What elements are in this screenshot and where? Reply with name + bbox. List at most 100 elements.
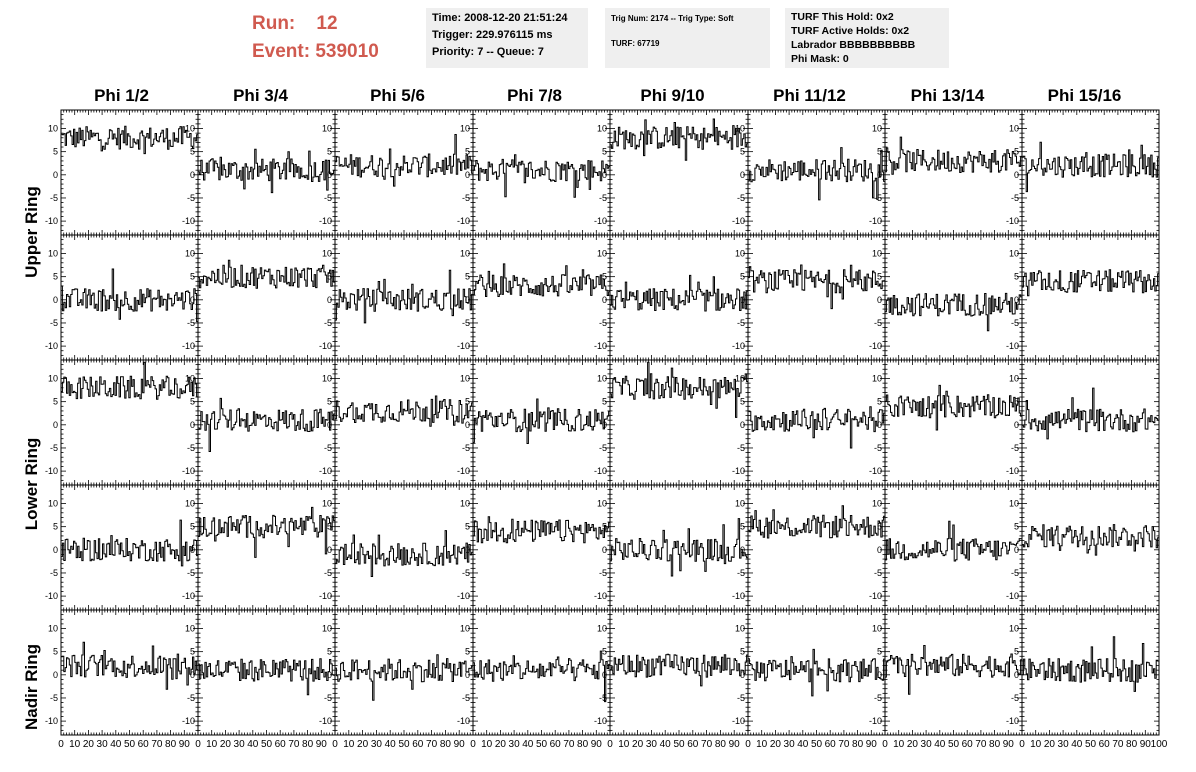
- panel-frame: [884, 359, 1023, 486]
- trace-panel: -10 -5 0 5 10: [869, 359, 1023, 486]
- column-header: Phi 7/8: [466, 86, 603, 106]
- phi-mask-text: Phi Mask: 0: [791, 52, 943, 66]
- trace-panel: -10 -5 0 5 10: [319, 109, 474, 236]
- column-headers: Phi 1/2 Phi 3/4 Phi 5/6 Phi 7/8 Phi 9/10…: [0, 86, 1196, 110]
- y-tick-label: 0: [327, 545, 332, 555]
- column-header: Phi 15/16: [1016, 86, 1153, 106]
- y-tick-label: 5: [465, 522, 470, 532]
- y-tick-label: -10: [319, 591, 332, 601]
- y-tick-label: -10: [45, 466, 58, 476]
- trace-panel: -10 -5 0 5 10: [594, 234, 749, 361]
- y-tick-label: 5: [465, 147, 470, 157]
- trace-panel: -10 -5 0 5 10: [732, 484, 886, 611]
- y-tick-label: 5: [327, 397, 332, 407]
- event-label: Event:: [252, 41, 310, 62]
- y-tick-label: -10: [45, 216, 58, 226]
- y-tick-label: 5: [327, 522, 332, 532]
- trace-panel: -10 -5 0 5 10: [732, 109, 886, 236]
- y-tick-label: 0: [602, 420, 607, 430]
- trace-panel: -10 -5 0 5 10: [182, 109, 336, 236]
- y-tick-label: -5: [737, 193, 745, 203]
- y-tick-label: 5: [1014, 272, 1019, 282]
- waveform-trace: [198, 397, 336, 452]
- panel-frame: [747, 234, 886, 361]
- y-tick-label: 5: [740, 397, 745, 407]
- y-tick-label: 0: [740, 170, 745, 180]
- trace-panel: -10 -5 0 5 10: [319, 234, 474, 361]
- y-tick-label: 0: [1014, 295, 1019, 305]
- trace-panel: -10 -5 0 5 10: [45, 109, 199, 236]
- y-tick-label: 0: [465, 295, 470, 305]
- y-tick-label: 10: [597, 124, 607, 134]
- y-tick-label: 0: [465, 420, 470, 430]
- y-tick-label: -5: [50, 193, 58, 203]
- y-tick-label: -5: [737, 568, 745, 578]
- column-header: Phi 3/4: [192, 86, 329, 106]
- y-tick-label: -10: [45, 341, 58, 351]
- panel-frame: [60, 484, 199, 611]
- y-tick-label: 0: [465, 545, 470, 555]
- y-tick-label: 10: [597, 499, 607, 509]
- waveform-trace: [473, 263, 611, 297]
- y-tick-label: 10: [872, 249, 882, 259]
- y-tick-label: -10: [319, 341, 332, 351]
- waveform-trace: [198, 506, 336, 558]
- y-tick-label: 5: [602, 147, 607, 157]
- waveform-trace: [885, 136, 1023, 175]
- y-tick-label: 5: [53, 522, 58, 532]
- trace-panel: -10 -5 0 5 10: [594, 109, 749, 236]
- y-tick-label: 10: [872, 374, 882, 384]
- y-tick-label: 10: [185, 249, 195, 259]
- waveform-trace: [473, 154, 611, 198]
- y-tick-label: 10: [735, 374, 745, 384]
- y-tick-label: -5: [1011, 318, 1019, 328]
- y-tick-label: 5: [465, 397, 470, 407]
- waveform-trace: [748, 147, 886, 201]
- event-value: 539010: [315, 41, 378, 62]
- panel-frame: [609, 359, 749, 486]
- y-tick-label: -10: [1006, 466, 1019, 476]
- trace-panel: -10 -5 0 5 10: [732, 359, 886, 486]
- trace-panel: -10 -5 0 5 10: [594, 484, 749, 611]
- y-tick-label: -5: [874, 318, 882, 328]
- panel-frame: [884, 234, 1023, 361]
- y-tick-label: -5: [599, 568, 607, 578]
- y-tick-label: 10: [735, 249, 745, 259]
- y-tick-label: -5: [874, 443, 882, 453]
- trace-panel: -10 -5 0 5 10: [319, 484, 474, 611]
- y-tick-label: -10: [594, 341, 607, 351]
- y-tick-label: -10: [457, 591, 470, 601]
- y-tick-label: -10: [594, 466, 607, 476]
- panel-frame: [472, 234, 611, 361]
- y-tick-label: 10: [872, 124, 882, 134]
- y-tick-label: 10: [185, 124, 195, 134]
- waveform-trace: [335, 134, 474, 187]
- turf-this-hold-text: TURF This Hold: 0x2: [791, 10, 943, 24]
- y-tick-label: 0: [1014, 420, 1019, 430]
- waveform-trace: [748, 264, 886, 310]
- y-tick-label: 5: [1014, 397, 1019, 407]
- trace-panel: -10 -5 0 5 10: [1006, 359, 1160, 486]
- trace-panel: -10 -5 0 5 10: [182, 359, 336, 486]
- y-tick-label: -10: [869, 466, 882, 476]
- waveform-trace: [1022, 141, 1160, 193]
- waveform-trace: [61, 519, 199, 567]
- y-tick-label: -5: [1011, 443, 1019, 453]
- y-tick-label: -5: [324, 443, 332, 453]
- y-tick-label: 5: [53, 272, 58, 282]
- column-header: Phi 5/6: [329, 86, 466, 106]
- y-tick-label: -5: [324, 193, 332, 203]
- waveform-trace: [885, 384, 1023, 431]
- waveform-trace: [198, 259, 336, 289]
- y-tick-label: -10: [45, 591, 58, 601]
- waveform-trace: [748, 406, 886, 449]
- y-tick-label: 5: [740, 522, 745, 532]
- y-tick-label: -10: [457, 466, 470, 476]
- y-tick-label: 5: [190, 147, 195, 157]
- y-tick-label: 0: [740, 295, 745, 305]
- y-tick-label: 10: [1009, 249, 1019, 259]
- y-tick-label: -5: [737, 318, 745, 328]
- waveform-trace: [1022, 269, 1160, 297]
- y-tick-label: 0: [740, 545, 745, 555]
- turf-info-box: TURF This Hold: 0x2 TURF Active Holds: 0…: [785, 8, 949, 68]
